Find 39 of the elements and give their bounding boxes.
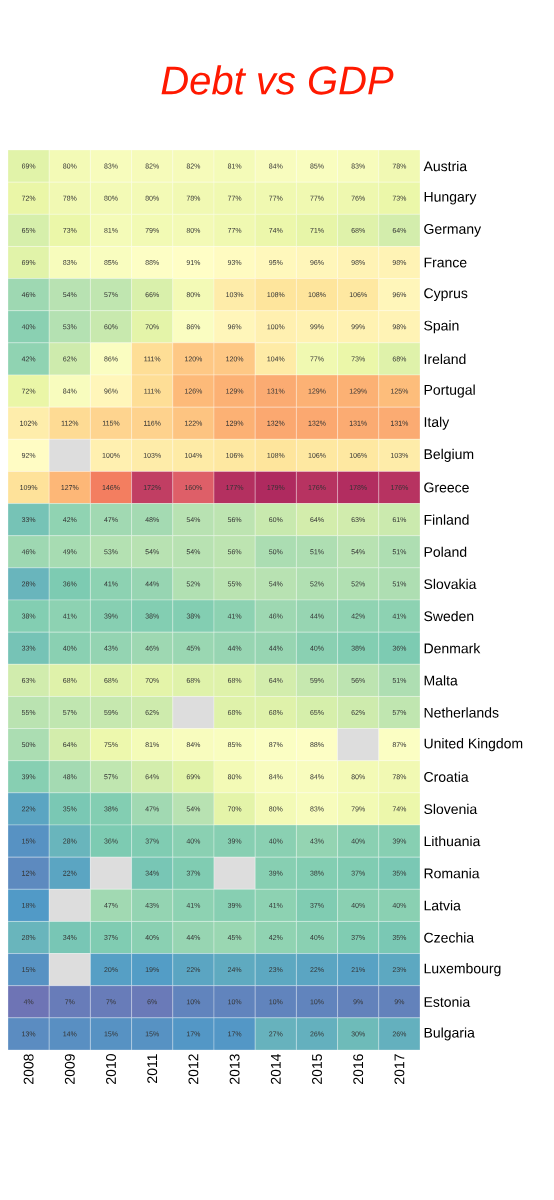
- y-tick-label: Greece: [424, 482, 469, 493]
- y-tick-label: Poland: [424, 546, 467, 557]
- y-tick-label: Netherlands: [424, 707, 499, 718]
- x-tick-label: 2015: [312, 1054, 322, 1084]
- x-tick-label: 2017: [394, 1054, 405, 1084]
- y-tick-label: Croatia: [424, 771, 469, 782]
- x-tick-label: 2009: [64, 1054, 75, 1084]
- y-tick-label: Cyprus: [424, 288, 468, 301]
- y-tick-label: Lithuania: [424, 835, 481, 847]
- y-tick-label: Slovenia: [424, 803, 478, 815]
- x-tick-label: 2016: [353, 1054, 364, 1084]
- y-tick-label: Hungary: [424, 191, 477, 205]
- y-tick-label: Romania: [424, 868, 480, 879]
- y-tick-label: Bulgaria: [424, 1027, 475, 1041]
- y-tick-label: Latvia: [424, 900, 461, 911]
- x-tick-label: 2014: [270, 1053, 281, 1084]
- y-tick-label: Austria: [423, 160, 468, 172]
- y-tick-label: Portugal: [424, 384, 475, 398]
- y-tick-label: France: [424, 257, 467, 268]
- y-tick-label: Luxembourg: [424, 963, 501, 977]
- y-tick-label: Malta: [424, 675, 458, 686]
- y-tick-label: Sweden: [424, 610, 474, 622]
- text: Debt vs GDP: [161, 65, 394, 95]
- y-tick-label: Spain: [424, 320, 459, 334]
- y-tick-label: Ireland: [424, 353, 466, 365]
- y-tick-label: Italy: [424, 416, 450, 430]
- y-tick-label: Czechia: [424, 932, 475, 943]
- y-tick-label: Germany: [424, 224, 482, 237]
- y-tick-label: Slovakia: [424, 578, 477, 590]
- x-tick-label: 2011: [147, 1054, 158, 1083]
- y-tick-label: Estonia: [424, 996, 471, 1007]
- y-tick-label: Finland: [424, 514, 469, 525]
- y-tick-label: Belgium: [424, 448, 474, 462]
- x-tick-label: 2010: [106, 1054, 116, 1084]
- y-tick-label: United Kingdom: [424, 738, 523, 752]
- x-tick-label: 2008: [23, 1054, 34, 1084]
- x-tick-label: 2013: [229, 1054, 240, 1084]
- y-tick-label: Denmark: [424, 643, 481, 654]
- x-tick-label: 2012: [188, 1054, 199, 1084]
